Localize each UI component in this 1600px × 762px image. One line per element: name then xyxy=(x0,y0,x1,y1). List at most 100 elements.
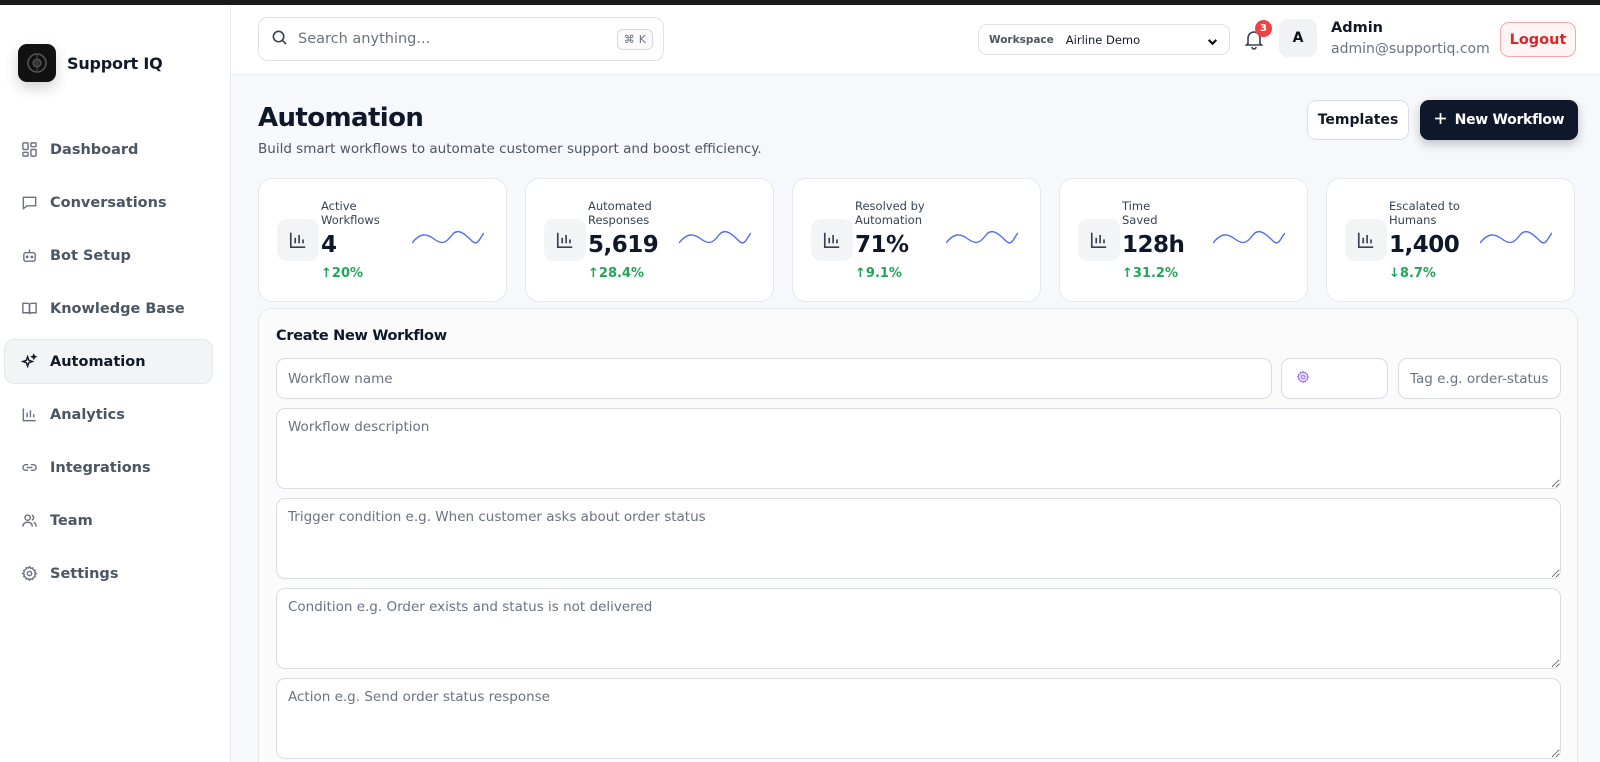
sidebar-item-automation[interactable]: Automation xyxy=(4,339,213,384)
page-title: Automation xyxy=(258,103,424,133)
sidebar-item-label: Knowledge Base xyxy=(50,300,185,317)
stat-card-escalated-to-humans: Escalated to Humans 1,400 ↓8.7% xyxy=(1326,178,1575,302)
stat-delta-value: 8.7% xyxy=(1399,266,1436,281)
stat-label: Time Saved xyxy=(1122,199,1158,227)
card-title: Create New Workflow xyxy=(276,328,447,344)
stat-delta-value: 9.1% xyxy=(865,266,902,281)
stat-card-active-workflows: Active Workflows 4 ↑20% xyxy=(258,178,507,302)
logout-button[interactable]: Logout xyxy=(1500,22,1576,57)
stats-row: Active Workflows 4 ↑20% Automated Respon… xyxy=(258,178,1578,302)
stat-delta-value: 28.4% xyxy=(598,266,645,281)
stat-delta: ↑28.4% xyxy=(588,266,644,281)
stat-label: Escalated to Humans xyxy=(1389,199,1460,227)
sparkline xyxy=(1480,231,1552,244)
brand-name: Support IQ xyxy=(67,53,163,73)
gear-icon xyxy=(1296,369,1310,388)
stat-value: 128h xyxy=(1122,232,1185,258)
templates-button[interactable]: Templates xyxy=(1307,100,1409,140)
workflow-icon-picker[interactable] xyxy=(1281,358,1388,399)
users-icon xyxy=(20,512,38,530)
stat-value: 1,400 xyxy=(1389,232,1460,258)
sidebar-item-knowledge-base[interactable]: Knowledge Base xyxy=(4,286,213,331)
bot-icon xyxy=(20,247,38,265)
condition-textarea[interactable] xyxy=(276,588,1561,669)
bar-chart-icon xyxy=(811,219,853,261)
sidebar-nav: Dashboard Conversations Bot Setup Knowle… xyxy=(4,127,213,604)
sidebar-item-integrations[interactable]: Integrations xyxy=(4,445,213,490)
trigger-condition-textarea[interactable] xyxy=(276,498,1561,579)
chevron-down-icon xyxy=(1206,33,1219,52)
plus-icon xyxy=(1434,112,1447,129)
workflow-name-input[interactable] xyxy=(276,358,1272,399)
tag-input[interactable] xyxy=(1398,358,1561,399)
dashboard-icon xyxy=(20,141,38,159)
bar-chart-icon xyxy=(1345,219,1387,261)
sidebar-item-settings[interactable]: Settings xyxy=(4,551,213,596)
search-icon xyxy=(271,29,288,50)
chat-icon xyxy=(20,194,38,212)
create-workflow-card: Create New Workflow xyxy=(258,308,1578,762)
brand[interactable]: Support IQ xyxy=(18,44,163,82)
shortcut-key: K xyxy=(638,33,646,46)
stat-delta-value: 31.2% xyxy=(1132,266,1179,281)
page-subtitle: Build smart workflows to automate custom… xyxy=(258,141,762,157)
stat-delta-value: 20% xyxy=(331,266,364,281)
sidebar-item-analytics[interactable]: Analytics xyxy=(4,392,213,437)
bar-chart-icon xyxy=(20,406,38,424)
sparkline xyxy=(679,231,751,244)
gear-icon xyxy=(20,565,38,583)
stat-value: 5,619 xyxy=(588,232,659,258)
bar-chart-icon xyxy=(1078,219,1120,261)
sidebar-item-team[interactable]: Team xyxy=(4,498,213,543)
book-icon xyxy=(20,300,38,318)
sidebar-item-label: Analytics xyxy=(50,406,125,423)
search-input[interactable] xyxy=(298,31,598,47)
command-key-icon: ⌘ xyxy=(623,33,635,46)
workflow-description-textarea[interactable] xyxy=(276,408,1561,489)
stat-card-resolved-by-automation: Resolved by Automation 71% ↑9.1% xyxy=(792,178,1041,302)
arrow-up-icon: ↑ xyxy=(1122,266,1133,281)
app-window: Support IQ Dashboard Conversations Bot S… xyxy=(0,5,1600,762)
stat-delta: ↓8.7% xyxy=(1389,266,1436,281)
arrow-up-icon: ↑ xyxy=(588,266,599,281)
arrow-up-icon: ↑ xyxy=(855,266,866,281)
stat-delta: ↑9.1% xyxy=(855,266,902,281)
search-box[interactable]: ⌘ K xyxy=(258,17,664,61)
new-workflow-button[interactable]: New Workflow xyxy=(1420,100,1578,140)
user-name: Admin xyxy=(1331,20,1384,36)
stat-value: 71% xyxy=(855,232,909,258)
sidebar: Support IQ Dashboard Conversations Bot S… xyxy=(0,5,231,762)
stat-delta: ↑31.2% xyxy=(1122,266,1178,281)
sidebar-item-conversations[interactable]: Conversations xyxy=(4,180,213,225)
arrow-down-icon: ↓ xyxy=(1389,266,1400,281)
workspace-select[interactable]: Workspace Airline Demo xyxy=(978,24,1230,55)
sidebar-item-label: Integrations xyxy=(50,459,151,476)
stat-label: Active Workflows xyxy=(321,199,380,227)
sidebar-item-label: Automation xyxy=(50,353,146,370)
action-textarea[interactable] xyxy=(276,678,1561,759)
workspace-label: Workspace xyxy=(989,33,1054,46)
sidebar-item-dashboard[interactable]: Dashboard xyxy=(4,127,213,172)
notification-badge: 3 xyxy=(1255,20,1272,37)
stat-label: Resolved by Automation xyxy=(855,199,925,227)
sparkline xyxy=(412,231,484,244)
sparkline xyxy=(946,231,1018,244)
stat-delta: ↑20% xyxy=(321,266,363,281)
stat-card-time-saved: Time Saved 128h ↑31.2% xyxy=(1059,178,1308,302)
main-content: ⌘ K Workspace Airline Demo 3 A Admin adm… xyxy=(231,5,1600,762)
search-shortcut: ⌘ K xyxy=(616,29,653,50)
stat-label: Automated Responses xyxy=(588,199,652,227)
link-icon xyxy=(20,459,38,477)
sidebar-item-bot-setup[interactable]: Bot Setup xyxy=(4,233,213,278)
sidebar-item-label: Settings xyxy=(50,565,119,582)
arrow-up-icon: ↑ xyxy=(321,266,332,281)
stat-card-automated-responses: Automated Responses 5,619 ↑28.4% xyxy=(525,178,774,302)
avatar[interactable]: A xyxy=(1279,19,1317,57)
new-workflow-label: New Workflow xyxy=(1454,112,1565,128)
sparkles-icon xyxy=(20,353,38,371)
bar-chart-icon xyxy=(277,219,319,261)
user-email: admin@supportiq.com xyxy=(1331,41,1490,57)
sidebar-item-label: Conversations xyxy=(50,194,167,211)
sidebar-item-label: Bot Setup xyxy=(50,247,131,264)
brand-logo-icon xyxy=(18,44,56,82)
